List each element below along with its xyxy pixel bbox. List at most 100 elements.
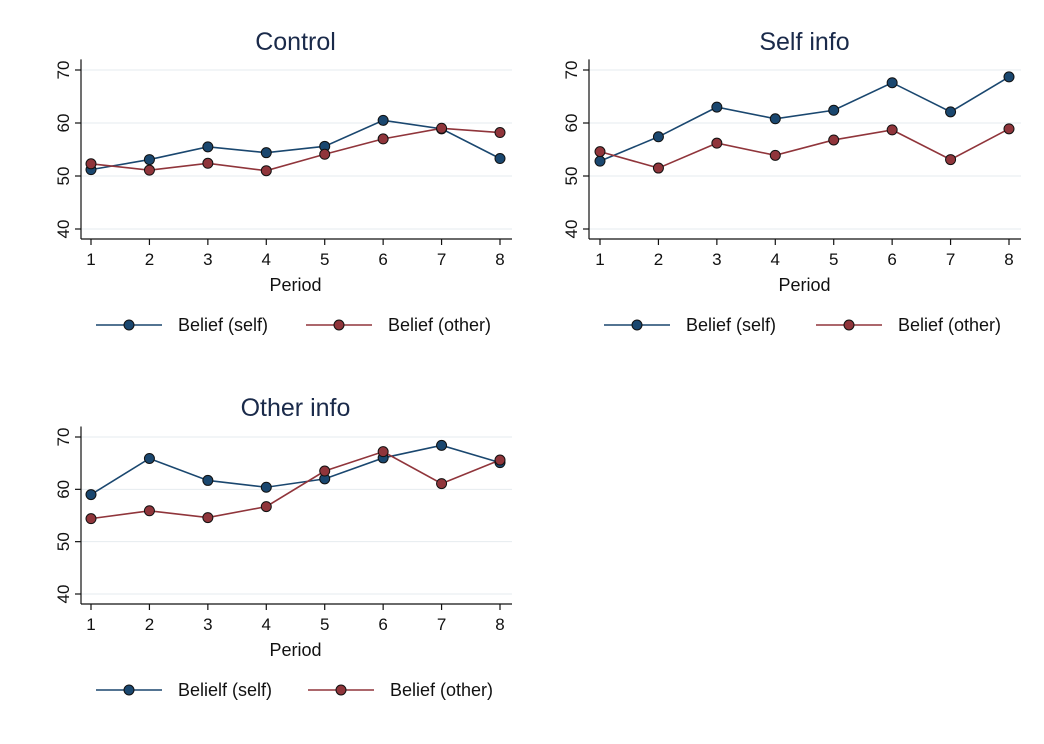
x-tick-label: 7 (437, 250, 446, 269)
data-point-self (494, 153, 506, 165)
x-tick-label: 3 (203, 250, 212, 269)
data-point-other (319, 148, 331, 160)
x-tick-label: 7 (437, 615, 446, 634)
chart-title: Self info (759, 28, 849, 56)
data-point-other (436, 478, 448, 490)
legend-marker (123, 319, 135, 331)
x-tick-label: 2 (654, 250, 663, 269)
y-tick-label: 50 (54, 167, 73, 186)
data-point-other (494, 127, 506, 139)
series-line-other (90, 127, 501, 172)
legend-label: Belief (other) (390, 680, 493, 700)
x-tick-label: 4 (771, 250, 780, 269)
legend-label: Belief (other) (388, 315, 491, 335)
data-point-other (769, 149, 781, 161)
x-tick-label: 8 (1004, 250, 1013, 269)
data-point-other (1003, 123, 1015, 135)
x-tick-label: 5 (320, 615, 329, 634)
legend-label: Belief (self) (178, 315, 268, 335)
legend-entry-self: Belief (self) (96, 315, 268, 335)
y-tick-label: 70 (54, 428, 73, 447)
x-tick-label: 6 (887, 250, 896, 269)
legend-marker (123, 684, 135, 696)
chart-title: Control (255, 28, 336, 56)
data-point-other (945, 154, 957, 166)
data-point-other (377, 133, 389, 145)
x-tick-label: 6 (378, 250, 387, 269)
data-point-self (711, 101, 723, 113)
data-point-self (652, 131, 664, 143)
legend-entry-self: Belielf (self) (96, 680, 272, 700)
data-point-self (828, 104, 840, 116)
y-tick-label: 50 (54, 532, 73, 551)
legend-marker (631, 319, 643, 331)
data-point-other (85, 513, 97, 525)
y-tick-label: 40 (54, 585, 73, 604)
data-point-self (594, 155, 606, 167)
data-point-other (260, 165, 272, 177)
data-point-other (886, 124, 898, 136)
data-point-self (886, 77, 898, 89)
data-point-self (143, 154, 155, 166)
data-point-self (377, 114, 389, 126)
data-point-self (1003, 71, 1015, 83)
data-point-self (945, 106, 957, 118)
x-tick-label: 4 (262, 250, 271, 269)
data-point-self (260, 481, 272, 493)
data-point-other (202, 512, 214, 524)
chart-panel-3: 40 50 60 70 1 2 3 4 5 6 7 8 Other info Period Belielf … (54, 394, 512, 700)
y-tick-label: 60 (54, 114, 73, 133)
data-point-self (85, 489, 97, 501)
series-line-other (90, 450, 501, 520)
data-point-self (436, 439, 448, 451)
legend-entry-other: Belief (other) (306, 315, 491, 335)
series-line-self (599, 76, 1010, 162)
x-tick-label: 2 (145, 615, 154, 634)
legend-label: Belief (self) (686, 315, 776, 335)
data-point-other (260, 501, 272, 513)
y-tick-label: 60 (562, 114, 581, 133)
data-point-other (377, 446, 389, 458)
legend-marker (333, 319, 345, 331)
data-point-other (202, 157, 214, 169)
series-line-self (90, 444, 501, 496)
x-tick-label: 2 (145, 250, 154, 269)
legend-entry-other: Belief (other) (308, 680, 493, 700)
data-point-self (769, 113, 781, 125)
x-tick-label: 1 (86, 250, 95, 269)
data-point-other (85, 158, 97, 170)
chart-title: Other info (241, 394, 351, 422)
data-point-other (143, 164, 155, 176)
y-tick-label: 60 (54, 480, 73, 499)
data-point-other (594, 146, 606, 158)
legend-label: Belielf (self) (178, 680, 272, 700)
data-point-other (711, 137, 723, 149)
legend-marker (335, 684, 347, 696)
series-line-self (90, 119, 501, 171)
data-point-other (319, 465, 331, 477)
data-point-self (143, 452, 155, 464)
x-tick-label: 5 (829, 250, 838, 269)
legend-marker (843, 319, 855, 331)
x-tick-label: 8 (495, 250, 504, 269)
x-axis-label: Period (778, 275, 830, 295)
y-tick-label: 70 (562, 61, 581, 80)
y-tick-label: 40 (562, 220, 581, 239)
legend-entry-self: Belief (self) (604, 315, 776, 335)
data-point-other (143, 505, 155, 517)
x-tick-label: 3 (203, 615, 212, 634)
x-tick-label: 1 (595, 250, 604, 269)
x-tick-label: 7 (946, 250, 955, 269)
x-tick-label: 1 (86, 615, 95, 634)
data-point-other (828, 134, 840, 146)
data-point-other (494, 454, 506, 466)
legend-label: Belief (other) (898, 315, 1001, 335)
series-line-other (599, 128, 1010, 169)
x-axis-label: Period (269, 275, 321, 295)
x-tick-label: 8 (495, 615, 504, 634)
data-point-self (202, 141, 214, 153)
x-tick-label: 5 (320, 250, 329, 269)
